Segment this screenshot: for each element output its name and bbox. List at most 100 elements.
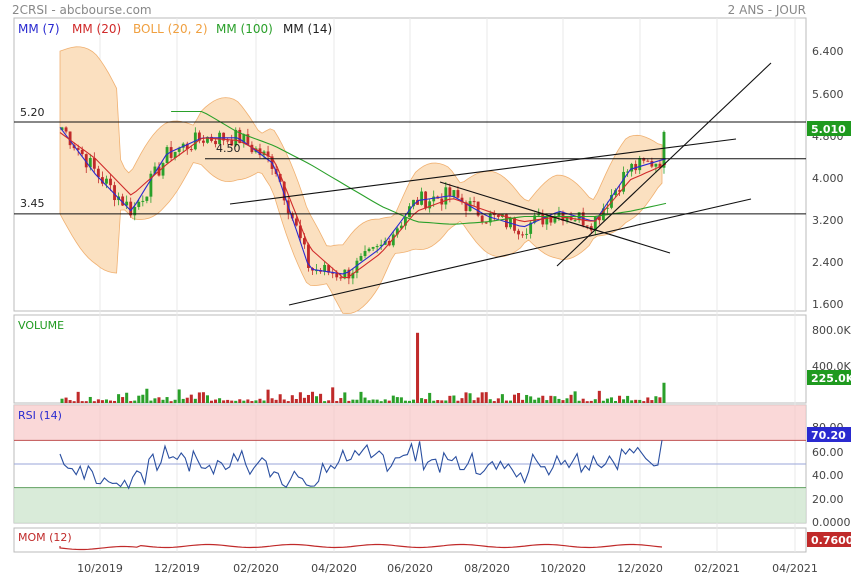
- volume-ytick: 800.0K: [812, 324, 851, 337]
- volume-bar: [444, 400, 448, 403]
- volume-bar: [117, 394, 121, 403]
- candle-body: [92, 158, 96, 169]
- rsi-last-value: 70.20: [811, 429, 846, 442]
- candle-body: [141, 200, 145, 202]
- volume-bar: [214, 399, 218, 403]
- volume-bar: [315, 396, 319, 403]
- volume-bar: [230, 400, 234, 403]
- candle-body: [149, 173, 153, 197]
- volume-bar: [68, 400, 72, 403]
- candle-body: [456, 190, 460, 198]
- volume-bar: [218, 398, 222, 403]
- volume-bar: [609, 397, 613, 403]
- volume-bar: [399, 397, 403, 403]
- volume-ytick: 400.0K: [812, 360, 851, 373]
- rsi-ytick: 20.00: [812, 493, 844, 506]
- volume-bar: [100, 400, 104, 403]
- candle-body: [222, 132, 226, 141]
- period-label[interactable]: 2 ANS - JOUR: [728, 3, 806, 17]
- volume-bar: [347, 400, 351, 403]
- volume-bar: [60, 398, 64, 403]
- rsi-line: [59, 440, 663, 490]
- candle-body: [505, 214, 508, 228]
- candle-body: [646, 160, 650, 162]
- candle-body: [105, 178, 108, 184]
- volume-bar: [391, 395, 395, 403]
- candle-body: [476, 201, 480, 216]
- candle-body: [416, 199, 419, 205]
- volume-bar: [351, 399, 355, 403]
- candle-body: [606, 207, 609, 209]
- candle-body: [375, 246, 379, 248]
- candle-body: [424, 191, 428, 209]
- volume-bar: [270, 398, 274, 403]
- legend-mm20: MM (20): [72, 22, 121, 36]
- candle-body: [391, 234, 395, 246]
- legend-boll: BOLL (20, 2): [133, 22, 208, 36]
- volume-bar: [250, 401, 254, 403]
- candle-body: [181, 143, 185, 148]
- level-label-450: 4.50: [216, 142, 241, 155]
- volume-title: VOLUME: [18, 319, 64, 332]
- candle-body: [303, 238, 306, 245]
- volume-last-badge: [807, 370, 851, 385]
- volume-bar: [88, 396, 92, 403]
- volume-bar: [157, 397, 161, 403]
- volume-bar: [626, 395, 630, 403]
- candle-body: [379, 244, 383, 247]
- volume-bar: [379, 401, 383, 403]
- ma-line-1: [59, 132, 667, 279]
- candle-body: [238, 129, 242, 144]
- candle-body: [399, 225, 403, 229]
- x-tick-label: 06/2020: [387, 562, 433, 575]
- candle-body: [412, 199, 415, 207]
- legend-mm14: MM (14): [283, 22, 332, 36]
- rsi-ytick: 60.00: [812, 446, 844, 459]
- volume-bar: [484, 392, 488, 403]
- volume-bar: [286, 401, 290, 403]
- volume-bar: [298, 392, 302, 403]
- candle-body: [597, 216, 601, 221]
- volume-bar: [343, 392, 347, 403]
- volume-bar: [290, 395, 294, 403]
- volume-bar: [234, 400, 238, 403]
- candle-body: [189, 149, 193, 151]
- volume-bar: [258, 398, 262, 403]
- volume-bar: [492, 401, 496, 403]
- candle-body: [593, 216, 597, 231]
- mom-last-badge: [807, 532, 851, 547]
- volume-bar: [504, 400, 508, 403]
- volume-bar: [593, 399, 597, 403]
- volume-bar: [104, 399, 108, 403]
- price-ytick: 4.000: [812, 172, 844, 185]
- volume-bar: [387, 400, 391, 403]
- candle-body: [537, 213, 541, 216]
- volume-bar: [480, 392, 484, 403]
- candle-body: [109, 178, 112, 186]
- volume-bar: [452, 395, 456, 403]
- volume-bar: [149, 400, 153, 403]
- volume-bar: [331, 387, 335, 403]
- candle-body: [323, 264, 327, 272]
- volume-bar: [411, 399, 416, 403]
- symbol-source: 2CRSI - abcbourse.com: [12, 3, 152, 17]
- volume-bar: [108, 400, 113, 403]
- volume-bar: [508, 400, 512, 403]
- volume-bar: [310, 391, 315, 403]
- volume-bar: [169, 401, 173, 403]
- volume-bar: [456, 400, 460, 403]
- candle-body: [420, 191, 423, 205]
- volume-bar: [375, 399, 379, 403]
- x-tick-label: 08/2020: [464, 562, 510, 575]
- volume-bar: [569, 394, 573, 403]
- candle-body: [533, 215, 537, 223]
- volume-last-value: 225.0K: [811, 372, 855, 385]
- candle-body: [173, 151, 177, 158]
- volume-bar: [395, 397, 399, 403]
- candle-body: [282, 181, 286, 201]
- rsi-overbought-zone: [14, 405, 806, 441]
- candle-body: [214, 140, 217, 145]
- volume-bar: [76, 391, 80, 403]
- volume-bar: [327, 400, 331, 403]
